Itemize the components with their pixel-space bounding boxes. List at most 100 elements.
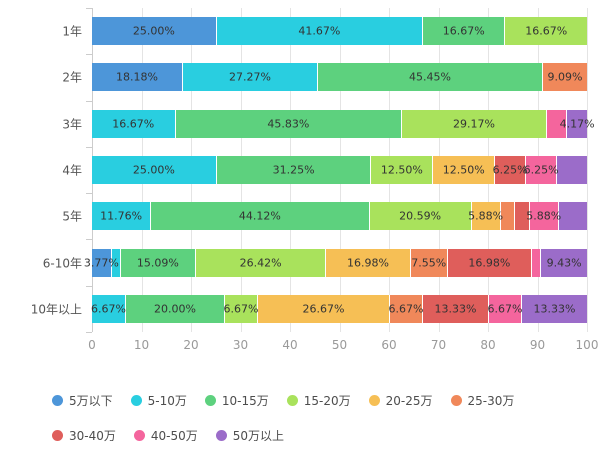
bar-segment[interactable] [514,202,529,231]
chart-row: 3年 16.67% 45.83% 29.17% 4.17% [62,101,595,147]
bar-segment[interactable]: 26.67% [256,294,389,323]
bar-segment[interactable]: 41.67% [215,17,422,46]
bar-segment[interactable] [110,248,120,277]
legend-marker-icon [130,395,142,406]
bar-segment[interactable]: 15.09% [120,248,195,277]
segment-value-label: 26.67% [302,302,345,316]
category-label: 5年 [62,209,82,224]
x-tick-label: 70 [430,338,447,352]
category-label: 3年 [62,117,82,132]
segment-value-label: 12.50% [380,163,423,177]
segment-value-label: 15.09% [136,256,179,270]
stacked-bar: 11.76% 44.12% 20.59% 5.88% 5.88% [92,202,587,231]
segment-value-label: 16.98% [468,256,511,270]
legend-item-15-20万[interactable]: 15-20万 [286,392,351,409]
bar-segment[interactable]: 16.67% [92,109,175,138]
legend-label: 30-40万 [69,429,116,443]
segment-value-label: 13.33% [434,302,477,316]
bar-segment[interactable]: 26.42% [194,248,326,277]
bar-segment[interactable]: 4.17% [560,109,595,138]
x-tick-label: 20 [183,338,199,352]
bar-segment[interactable]: 6.67% [91,294,126,323]
bar-segment[interactable]: 25.00% [92,17,216,46]
segment-value-label: 6.67% [487,302,523,316]
segment-value-label: 16.98% [346,256,389,270]
x-tick-label: 40 [282,338,298,352]
segment-value-label: 25.00% [132,163,175,177]
segment-value-label: 6.25% [492,163,528,177]
legend-item-20-25万[interactable]: 20-25万 [368,392,433,409]
segment-value-label: 6.25% [523,163,559,177]
bar-segment[interactable]: 16.98% [446,248,531,277]
bar-segment[interactable]: 3.77% [84,248,119,277]
segment-value-label: 25.00% [132,24,175,38]
x-tick-label: 0 [88,338,96,352]
bar-segment[interactable]: 6.67% [224,294,258,323]
x-tick-label: 90 [529,338,546,352]
segment-value-label: 45.83% [267,117,310,131]
bar-segment[interactable]: 9.43% [540,248,587,277]
legend-item-30-40万[interactable]: 30-40万 [52,427,116,444]
bar-segment[interactable]: 31.25% [215,155,371,184]
gridline [587,8,588,332]
bar-segment[interactable]: 12.50% [370,155,433,184]
bar-segment[interactable]: 9.09% [542,63,587,92]
legend-marker-icon [204,395,216,406]
bar-segment[interactable]: 45.45% [317,63,542,92]
category-label: 10年以上 [30,302,82,317]
legend-item-10-15万[interactable]: 10-15万 [204,392,269,409]
bar-rows: 1年 25.00% 41.67% 16.67% 16.67% 2年 18.18% 27.27%… [31,8,595,332]
stacked-bar: 16.67% 45.83% 29.17% 4.17% [92,109,595,138]
category-label: 4年 [62,163,82,178]
bar-segment[interactable]: 20.00% [125,294,224,323]
segment-value-label: 13.33% [533,302,576,316]
bar-segment[interactable]: 7.55% [409,248,447,277]
bar-segment[interactable]: 16.67% [421,17,505,46]
bar-segment[interactable]: 11.76% [92,202,151,231]
bar-segment[interactable]: 27.27% [182,63,317,92]
chart-row: 1年 25.00% 41.67% 16.67% 16.67% [62,8,587,54]
legend-label: 5万以下 [69,394,113,408]
segment-value-label: 41.67% [298,24,341,38]
bar-segment[interactable]: 16.67% [504,17,587,46]
bar-segment[interactable] [530,248,541,277]
bar-segment[interactable] [545,109,567,138]
legend-item-25-30万[interactable]: 25-30万 [450,392,514,409]
category-label: 2年 [62,70,82,85]
chart-row: 6-10年 3.77% 15.09% 26.42% 16.98% 7.55% 16.98% 9… [43,239,587,285]
bar-segment[interactable]: 6.67% [487,294,523,323]
bar-segment[interactable]: 6.25% [523,155,559,184]
bar-segment[interactable]: 45.83% [174,109,402,138]
bar-segment[interactable] [557,202,587,231]
bar-segment[interactable]: 6.25% [492,155,528,184]
bar-segment[interactable]: 18.18% [92,63,182,92]
legend-item-5万以下[interactable]: 5万以下 [52,392,113,409]
bar-segment[interactable]: 44.12% [150,202,369,231]
bar-segment[interactable]: 13.33% [421,294,488,323]
bar-segment[interactable]: 6.67% [388,294,424,323]
segment-value-label: 12.50% [442,163,485,177]
bar-segment[interactable] [499,202,515,231]
bar-segment[interactable]: 25.00% [92,155,216,184]
bar-segment[interactable]: 13.33% [520,294,587,323]
legend-item-5-10万[interactable]: 5-10万 [130,392,187,409]
bar-segment[interactable]: 16.98% [325,248,410,277]
segment-value-label: 6.67% [388,302,424,316]
legend-item-40-50万[interactable]: 40-50万 [133,427,198,444]
legend-item-50万以上[interactable]: 50万以上 [215,427,284,444]
bar-segment[interactable]: 29.17% [401,109,546,138]
bar-segment[interactable] [556,155,587,184]
segment-value-label: 16.67% [442,24,485,38]
bar-segment[interactable]: 20.59% [368,202,471,231]
legend: 5万以下 5-10万 10-15万 15-20万 20-25万 25-30万 30-40万 4… [52,392,514,444]
legend-marker-icon [52,395,63,406]
bar-segment[interactable]: 5.88% [526,202,561,231]
legend-label: 15-20万 [303,394,351,408]
segment-value-label: 7.55% [411,256,447,270]
bar-segment[interactable]: 5.88% [468,202,503,231]
stacked-bar: 25.00% 31.25% 12.50% 12.50% 6.25% 6.25% [92,155,587,184]
legend-marker-icon [215,430,227,441]
chart-row: 2年 18.18% 27.27% 45.45% 9.09% [62,54,587,100]
bar-segment[interactable]: 12.50% [432,155,495,184]
legend-label: 40-50万 [150,429,198,443]
